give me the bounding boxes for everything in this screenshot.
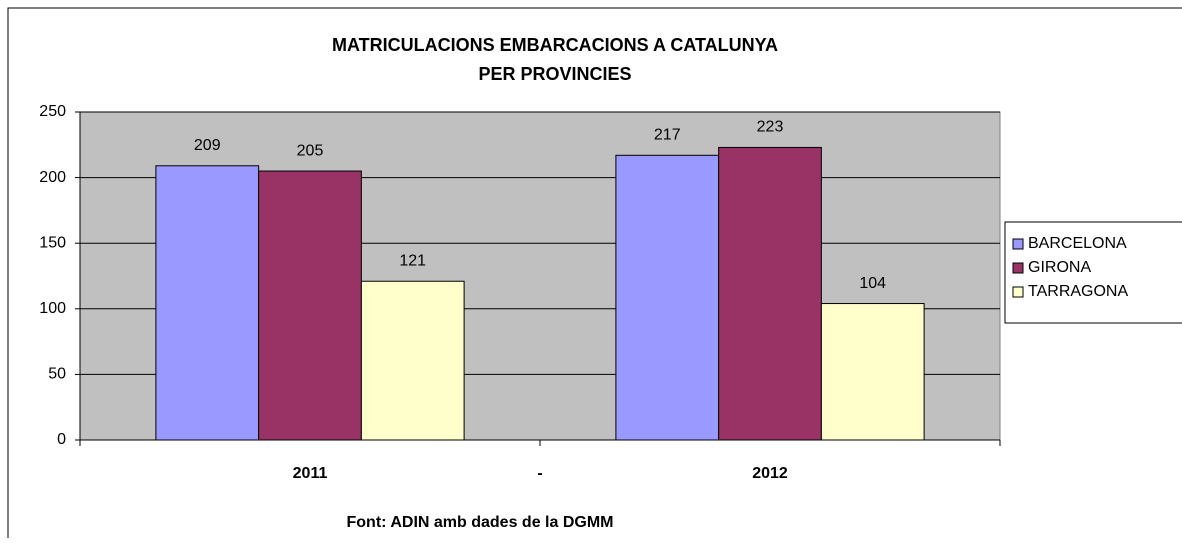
bar [360, 280, 465, 441]
bar [155, 165, 260, 441]
legend-box [1004, 221, 1182, 324]
legend-swatch [1012, 262, 1024, 274]
y-tick-label: 50 [48, 366, 66, 383]
chart-title: MATRICULACIONS EMBARCACIONS A CATALUNYA [332, 35, 778, 55]
y-tick-label: 0 [57, 431, 66, 448]
bar [615, 154, 720, 441]
x-tick-label: 2012 [752, 465, 788, 482]
source: Font: ADIN amb dades de la DGMM [347, 514, 614, 531]
data-label: 104 [859, 275, 886, 292]
legend-swatch [1012, 238, 1024, 250]
chart-title: PER PROVINCIES [478, 64, 631, 84]
data-label: 121 [399, 252, 426, 269]
bar [258, 170, 362, 441]
x-tick-label: 2011 [293, 465, 328, 482]
y-tick-label: 150 [39, 234, 66, 251]
data-label: 209 [194, 137, 221, 154]
legend-label: TARRAGONA [1028, 283, 1128, 300]
annotation: - [537, 465, 542, 482]
y-tick-label: 200 [39, 169, 66, 186]
legend-swatch [1012, 286, 1024, 298]
data-label: 223 [757, 119, 784, 136]
y-tick-label: 100 [39, 300, 66, 317]
legend-label: BARCELONA [1028, 235, 1127, 252]
y-tick-label: 250 [39, 103, 66, 120]
bar [718, 146, 822, 441]
data-label: 217 [654, 127, 681, 144]
legend-label: GIRONA [1028, 259, 1091, 276]
data-label: 205 [297, 142, 324, 159]
bar [820, 303, 925, 441]
